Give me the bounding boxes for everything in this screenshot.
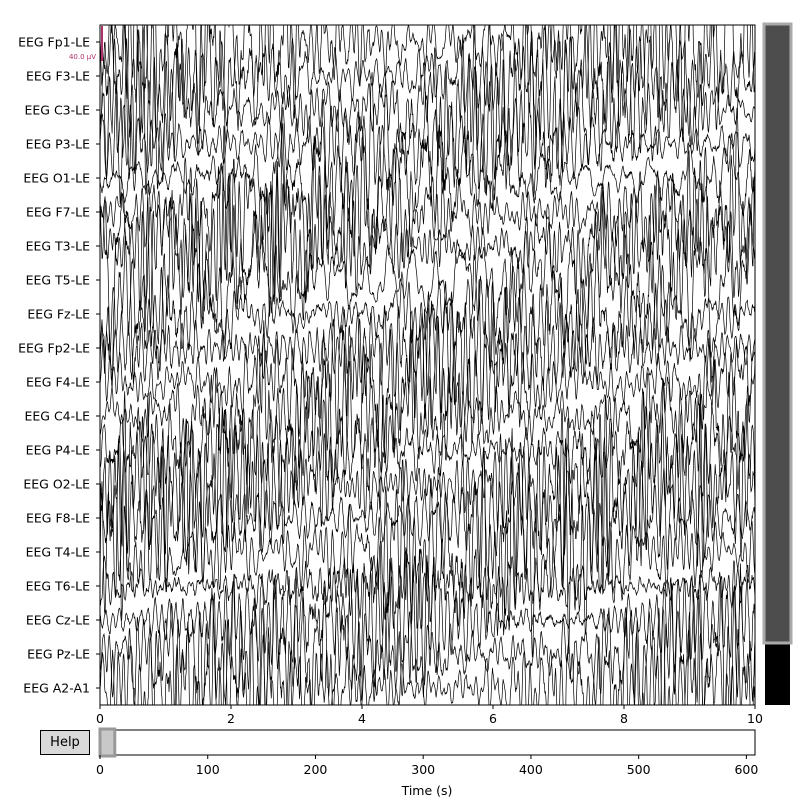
eeg-trace — [100, 320, 755, 511]
channel-label[interactable]: EEG P4-LE — [26, 443, 90, 458]
overview-time-axis: 0 100 200 300 400 500 600 — [96, 755, 758, 777]
overview-tick-label: 500 — [627, 762, 651, 777]
channel-label[interactable]: EEG F7-LE — [26, 205, 90, 220]
channel-label[interactable]: EEG P3-LE — [26, 137, 90, 152]
time-tick-label: 8 — [620, 711, 628, 726]
overview-tick-label: 0 — [96, 762, 104, 777]
time-tick-label: 10 — [747, 711, 763, 726]
channel-label[interactable]: EEG C3-LE — [24, 103, 90, 118]
time-overview-frame[interactable] — [99, 729, 756, 756]
channel-label[interactable]: EEG A2-A1 — [23, 681, 90, 696]
overview-tick-label: 100 — [196, 762, 220, 777]
overview-tick-label: 400 — [519, 762, 543, 777]
time-overview[interactable]: 0 100 200 300 400 500 600 Time (s) — [96, 727, 758, 798]
eeg-trace — [100, 116, 755, 255]
channel-label[interactable]: EEG F8-LE — [26, 511, 90, 526]
channel-label[interactable]: EEG T5-LE — [26, 273, 91, 288]
channel-scrollbar-rest — [765, 643, 790, 705]
eeg-trace — [100, 547, 755, 698]
eeg-trace — [100, 379, 755, 515]
channel-label[interactable]: EEG T4-LE — [26, 545, 91, 560]
channel-label[interactable]: EEG F4-LE — [26, 375, 90, 390]
help-button[interactable]: Help — [40, 730, 90, 755]
time-tick-label: 6 — [489, 711, 497, 726]
eeg-trace — [100, 66, 755, 210]
channel-label[interactable]: EEG Pz-LE — [27, 647, 90, 662]
eeg-trace — [100, 291, 755, 466]
channel-scrollbar[interactable] — [762, 22, 793, 705]
eeg-trace — [100, 25, 755, 180]
channel-label[interactable]: EEG Fz-LE — [27, 307, 90, 322]
time-tick-label: 2 — [227, 711, 235, 726]
channel-label[interactable]: EEG Cz-LE — [26, 613, 90, 628]
channel-scrollbar-thumb[interactable] — [762, 22, 793, 645]
channel-label[interactable]: EEG T3-LE — [26, 239, 91, 254]
channel-label[interactable]: EEG T6-LE — [26, 579, 91, 594]
eeg-trace — [100, 428, 755, 658]
eeg-trace — [100, 25, 755, 156]
channel-label[interactable]: EEG O2-LE — [23, 477, 90, 492]
main-axes[interactable]: EEG Fp1-LE EEG F3-LE EEG C3-LE EEG P3-LE EEG… — [18, 0, 763, 777]
channel-label[interactable]: EEG C4-LE — [24, 409, 90, 424]
main-time-axis: 0 2 4 6 8 10 — [96, 705, 763, 726]
eeg-trace — [100, 125, 755, 333]
eeg-trace — [100, 279, 755, 424]
channel-label[interactable]: EEG Fp1-LE — [18, 35, 90, 50]
overview-tick-label: 300 — [411, 762, 435, 777]
scale-bar: 40.0 µV — [69, 26, 103, 61]
eeg-trace — [100, 107, 755, 302]
time-tick-label: 4 — [358, 711, 366, 726]
time-axis-title: Time (s) — [401, 783, 453, 798]
channel-labels: EEG Fp1-LE EEG F3-LE EEG C3-LE EEG P3-LE EEG… — [18, 35, 100, 696]
scale-bar-label: 40.0 µV — [69, 53, 96, 61]
channel-label[interactable]: EEG Fp2-LE — [18, 341, 90, 356]
channel-label[interactable]: EEG F3-LE — [26, 69, 90, 84]
time-window-indicator[interactable] — [98, 727, 117, 758]
overview-tick-label: 600 — [734, 762, 758, 777]
overview-tick-label: 200 — [304, 762, 328, 777]
channel-label[interactable]: EEG O1-LE — [23, 171, 90, 186]
eeg-traces — [100, 25, 755, 705]
eeg-trace — [100, 592, 755, 705]
eeg-trace — [100, 436, 755, 593]
time-tick-label: 0 — [96, 711, 104, 726]
